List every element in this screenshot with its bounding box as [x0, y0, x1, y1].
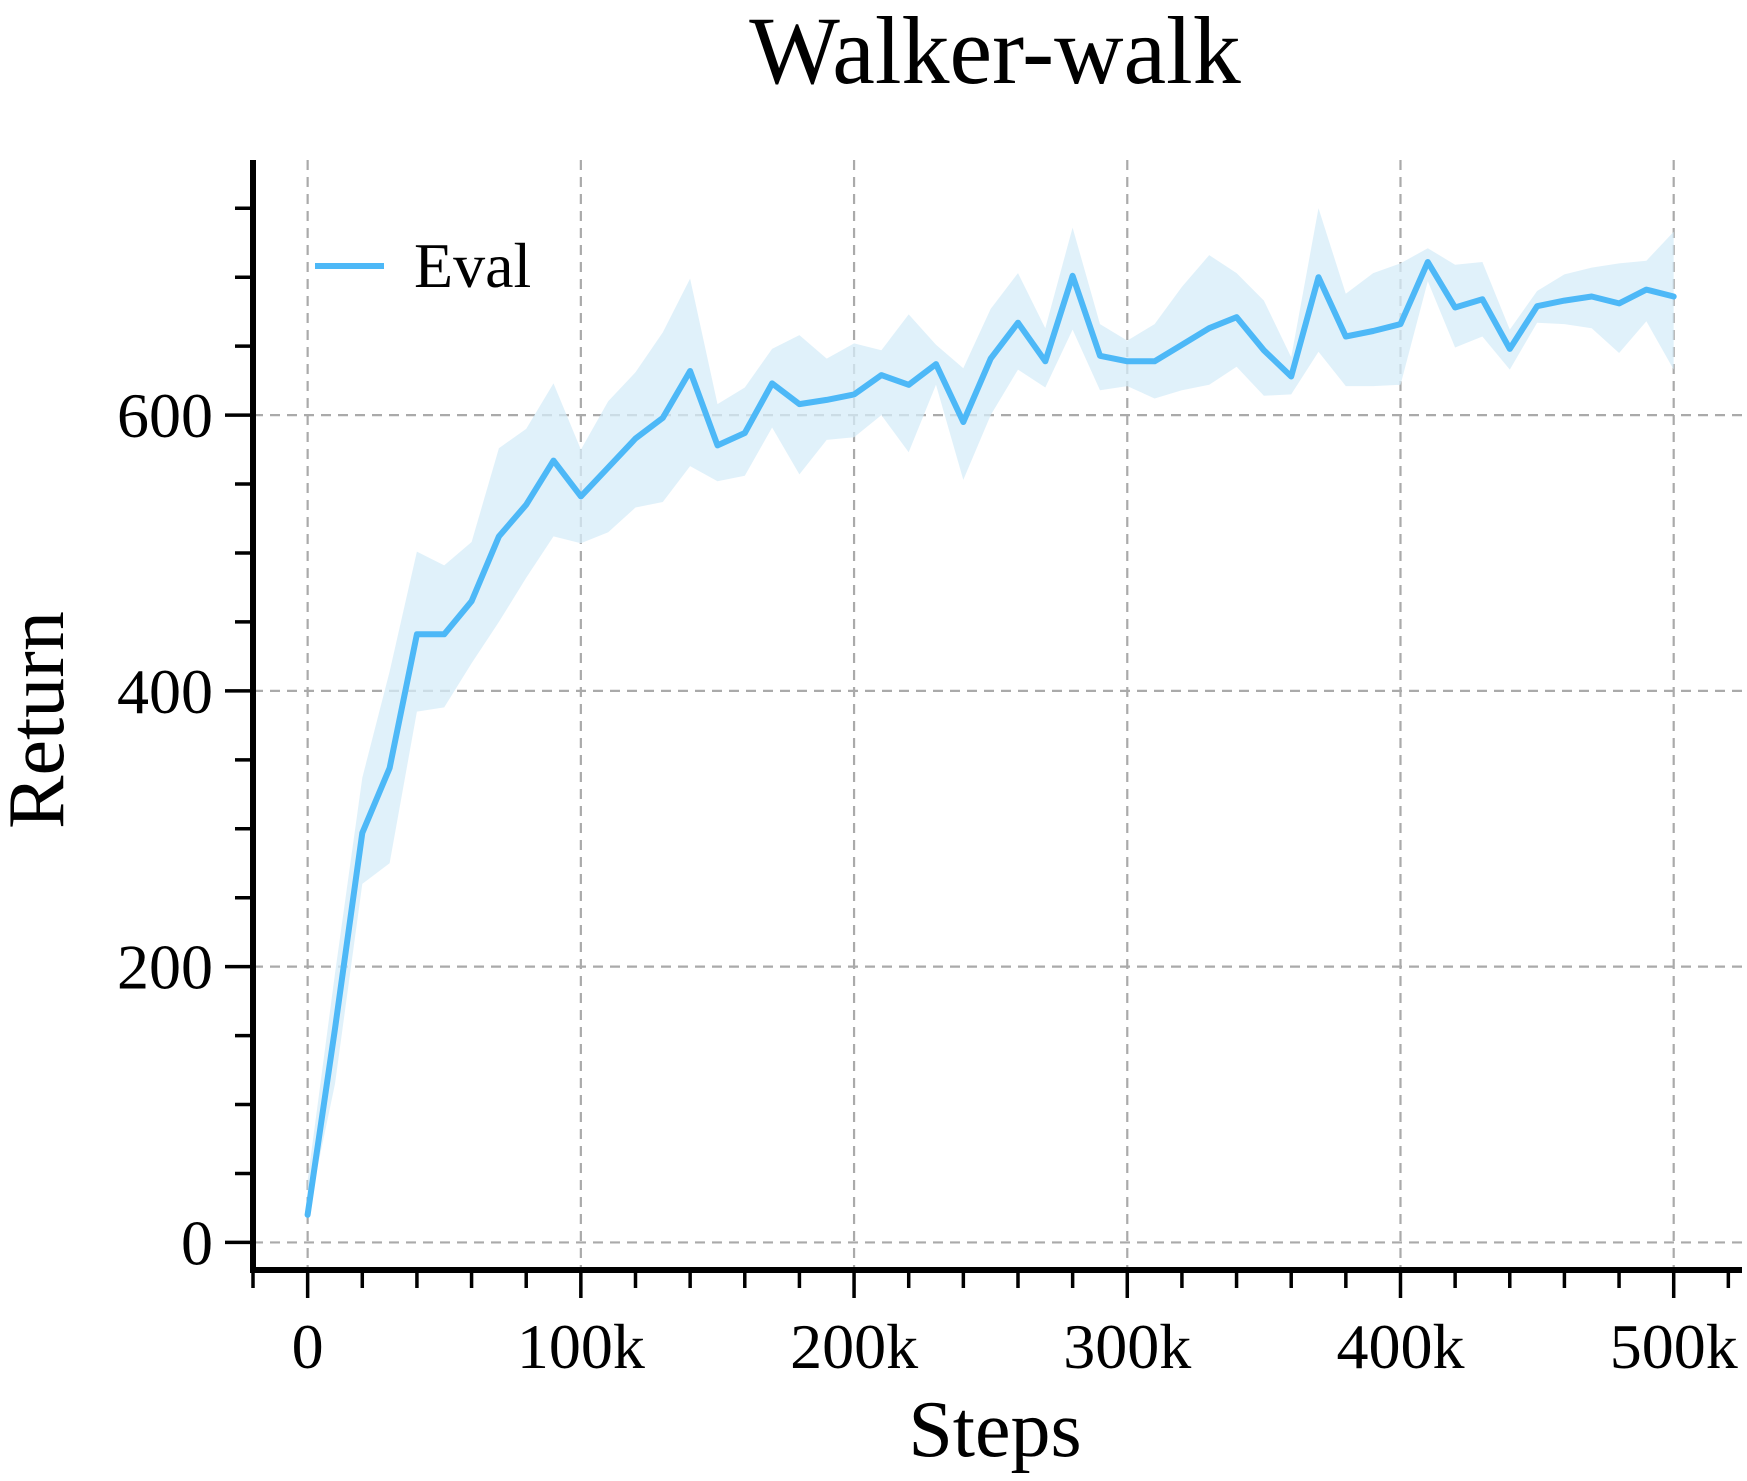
- x-tick-label: 300k: [1063, 1311, 1191, 1382]
- y-tick-label: 200: [117, 932, 213, 1003]
- grid-lines: [253, 160, 1742, 1270]
- legend: Eval: [315, 230, 531, 301]
- x-tick-label: 100k: [517, 1311, 645, 1382]
- legend-entry-label: Eval: [414, 230, 531, 301]
- chart-title: Walker-walk: [749, 0, 1240, 104]
- series-line-0: [304, 259, 1677, 1218]
- confidence-band-layer: [307, 208, 1674, 1215]
- x-tick-label: 400k: [1336, 1311, 1464, 1382]
- x-axis-label: Steps: [908, 1386, 1081, 1474]
- y-tick-label: 0: [181, 1207, 213, 1278]
- y-tick-label: 400: [117, 656, 213, 727]
- series-line-layer: [304, 259, 1677, 1218]
- tick-marks: [225, 206, 1731, 1298]
- series-band-0: [307, 208, 1674, 1215]
- x-tick-label: 200k: [790, 1311, 918, 1382]
- tick-labels: 0 100k 200k 300k 400k 500k 0 200 400 600: [117, 380, 1738, 1382]
- x-tick-label: 0: [292, 1311, 324, 1382]
- y-axis-label: Return: [0, 611, 81, 829]
- y-tick-label: 600: [117, 380, 213, 451]
- x-tick-label: 500k: [1610, 1311, 1738, 1382]
